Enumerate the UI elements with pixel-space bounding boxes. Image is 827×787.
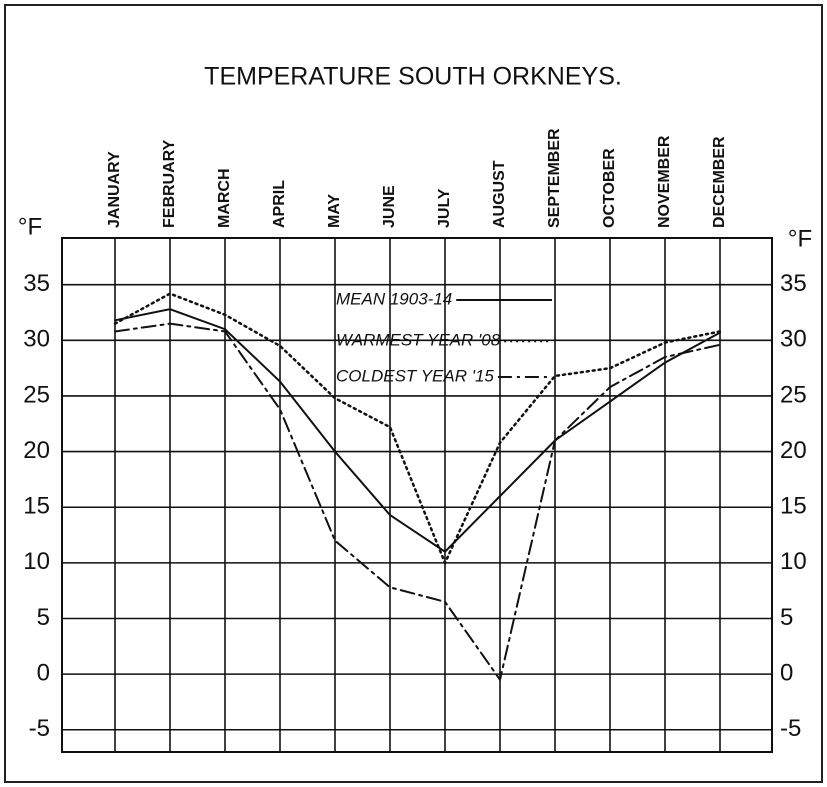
x-tick-label: MARCH	[216, 168, 233, 228]
series-line	[114, 308, 721, 554]
x-tick-label: APRIL	[271, 180, 288, 228]
legend-label: WARMEST YEAR '08	[336, 330, 501, 349]
x-tick-label: JANUARY	[106, 151, 123, 228]
x-tick-label: MAY	[326, 194, 343, 228]
y-tick-label: -5	[29, 715, 50, 742]
plot-border	[61, 237, 773, 753]
series-line	[113, 292, 722, 567]
y2-tick-label: 25	[780, 381, 807, 408]
frame	[4, 4, 823, 783]
x-tick-label: AUGUST	[491, 160, 508, 228]
y2-tick-label: 5	[780, 604, 793, 631]
chart-title: TEMPERATURE SOUTH ORKNEYS.	[204, 63, 622, 91]
y-tick-label: 20	[23, 437, 50, 464]
x-tick-label: JULY	[436, 188, 453, 228]
x-tick-label: OCTOBER	[601, 148, 618, 228]
y-tick-label: 5	[37, 604, 50, 631]
y-tick-label: 35	[23, 270, 50, 297]
y2-tick-label: 0	[780, 659, 793, 686]
series-line	[114, 322, 721, 683]
x-tick-label: SEPTEMBER	[546, 128, 563, 228]
legend-label: COLDEST YEAR '15	[336, 366, 494, 385]
y2-tick-label: 30	[780, 326, 807, 353]
y-tick-label: 0	[37, 659, 50, 686]
y-axis-label: °F	[18, 213, 42, 240]
y-tick-label: 30	[23, 326, 50, 353]
y2-tick-label: 35	[780, 270, 807, 297]
x-tick-label: DECEMBER	[711, 136, 728, 228]
y2-tick-label: 10	[780, 548, 807, 575]
y-tick-label: 10	[23, 548, 50, 575]
y2-axis-label: °F	[788, 225, 812, 252]
x-tick-label: FEBRUARY	[161, 139, 178, 228]
legend-label: MEAN 1903-14	[336, 289, 452, 308]
y-tick-label: 15	[23, 493, 50, 520]
y-tick-label: 25	[23, 381, 50, 408]
y2-tick-label: 20	[780, 437, 807, 464]
x-tick-label: JUNE	[381, 185, 398, 228]
y2-tick-label: -5	[780, 715, 801, 742]
x-tick-label: NOVEMBER	[656, 135, 673, 228]
y2-tick-label: 15	[780, 493, 807, 520]
